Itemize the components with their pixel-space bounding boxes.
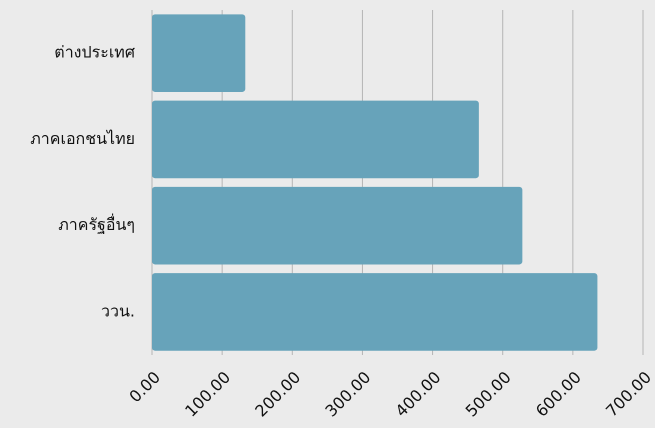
- x-tick-label: 0.00: [125, 368, 164, 407]
- x-tick-label: 200.00: [251, 368, 304, 421]
- x-tick-label: 500.00: [462, 368, 515, 421]
- y-tick-label: ภาคเอกชนไทย: [30, 129, 135, 148]
- x-tick-label: 400.00: [392, 368, 445, 421]
- bar: [152, 273, 598, 351]
- x-tick-label: 600.00: [532, 368, 585, 421]
- bar: [152, 186, 523, 265]
- y-tick-label: ต่างประเทศ: [54, 43, 135, 62]
- x-tick-label: 100.00: [181, 368, 234, 421]
- y-tick-label: ววน.: [101, 301, 135, 320]
- x-tick-label: 300.00: [321, 368, 374, 421]
- bar: [152, 14, 246, 92]
- y-tick-label: ภาครัฐอื่นๆ: [58, 213, 135, 234]
- bar: [152, 100, 479, 179]
- x-tick-label: 700.00: [602, 368, 655, 421]
